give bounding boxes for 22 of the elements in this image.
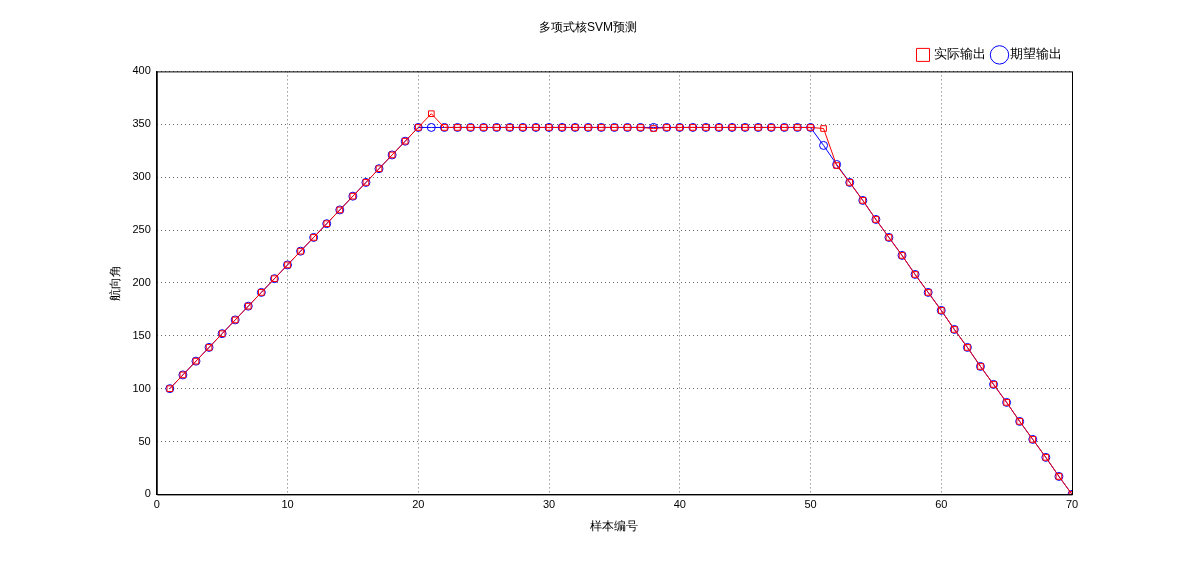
y-tick-label: 150 [132,328,151,341]
legend-label: 实际输出 [933,46,986,62]
legend-label: 期望输出 [1010,46,1062,62]
y-tick-label: 300 [132,170,151,183]
x-tick-label: 70 [1065,498,1079,511]
chart-title: 多项式核SVM预测 [538,19,638,34]
x-tick-label: 20 [412,498,425,511]
x-tick-label: 40 [673,498,686,511]
y-tick-label: 100 [132,381,151,394]
x-tick-label: 30 [542,498,556,511]
x-tick-label: 0 [153,498,160,511]
y-tick-label: 350 [132,117,151,130]
x-tick-label: 50 [804,498,817,511]
x-tick-label: 60 [935,498,948,511]
y-tick-label: 250 [132,223,151,236]
y-tick-label: 400 [132,64,151,77]
x-tick-label: 10 [281,498,294,511]
x-axis-title: 样本编号 [590,519,639,534]
y-axis-title: 航向角 [107,264,122,301]
y-tick-label: 0 [144,487,151,500]
y-tick-label: 200 [132,275,151,288]
y-tick-label: 50 [138,434,151,447]
